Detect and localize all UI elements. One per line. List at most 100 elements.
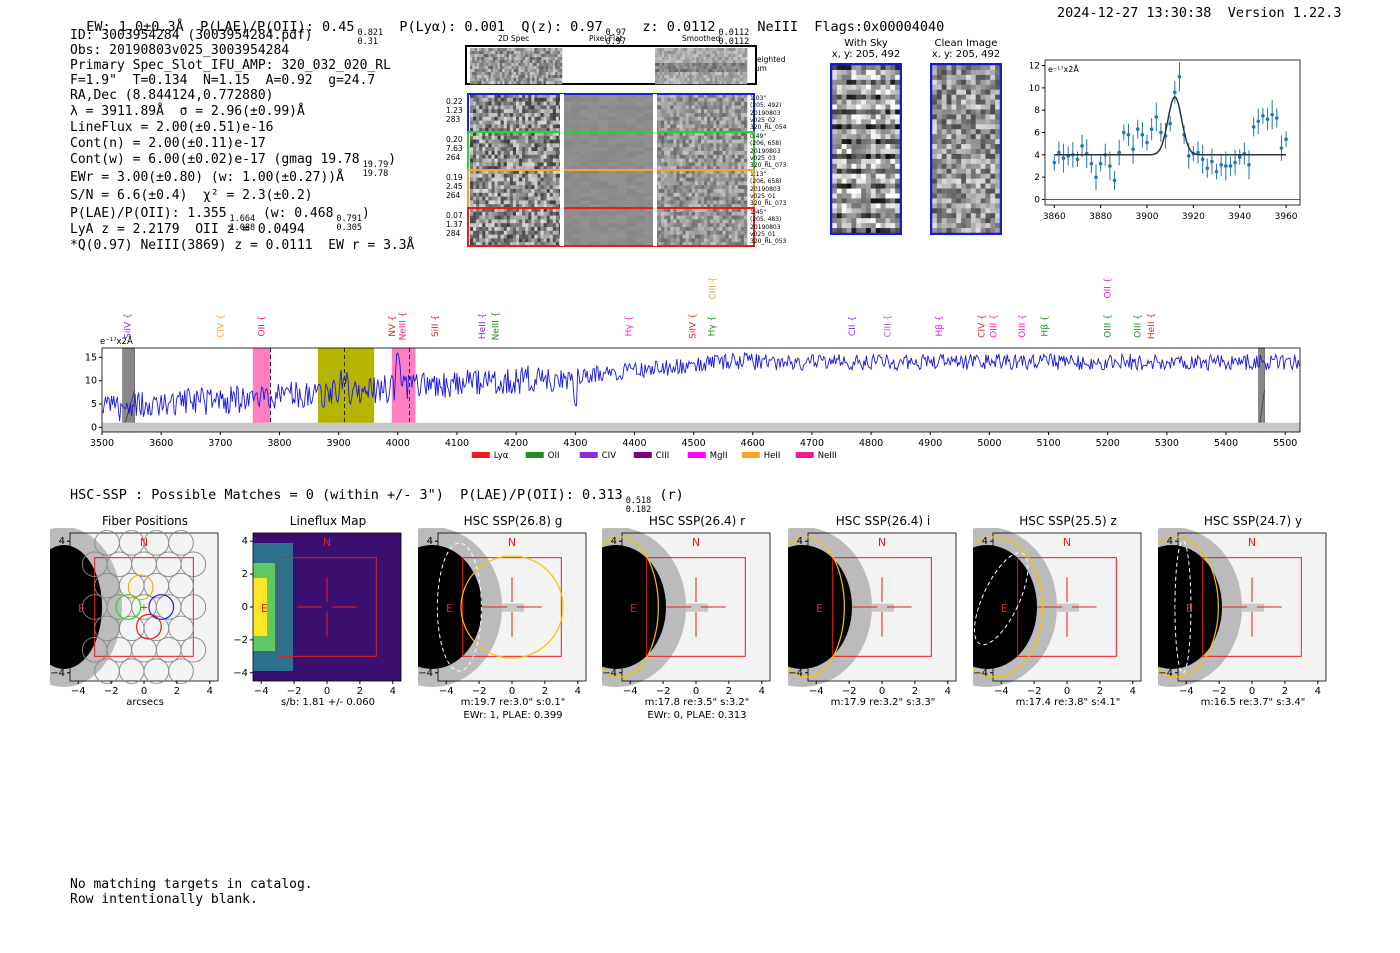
contw-lo: 19.78	[362, 169, 389, 179]
hsc-panel-title: Fiber Positions	[101, 514, 189, 528]
spectrum-xtick-label: 4700	[800, 438, 824, 449]
plae2-hi: 1.664	[229, 214, 256, 224]
legend-swatch	[471, 452, 490, 458]
emission-line-label: OIII {	[990, 314, 1000, 338]
legend-label: HeII	[764, 451, 781, 461]
hsc-panel-image: N E −4 −4 −2 −2 0 0 2 2 4 4	[973, 528, 1142, 697]
spectrum-xtick-label: 3500	[90, 438, 114, 449]
panel-ytick-label: −2	[788, 635, 803, 646]
panel-ytick-label: −4	[418, 668, 433, 679]
hsc-panel-caption: m:16.5 re:3.7" s:3.4"	[1200, 697, 1306, 708]
galaxy-core	[1158, 545, 1222, 669]
cutout-row-right-label: (206, 658)	[750, 140, 782, 148]
panel-xtick-label: −2	[1027, 686, 1042, 697]
fit-point	[1173, 90, 1177, 95]
fiber-circle	[168, 658, 194, 684]
cutout-row-left-label: 0.19	[446, 173, 463, 182]
fit-point	[1196, 150, 1200, 155]
fit-point	[1256, 119, 1261, 124]
panel-ytick-label: 0	[982, 602, 988, 613]
east-label: E	[816, 602, 823, 615]
info-ewr: EWr = 3.00(±0.80) (w: 1.00(±0.27))Å	[70, 170, 344, 185]
east-label: E	[446, 602, 453, 615]
fiber-highlight	[135, 613, 162, 640]
hsc-panel-image: N E −4 −4 −2 −2 0 0 2 2 4 4	[602, 528, 771, 697]
fit-point	[1159, 130, 1163, 135]
panel-ytick-label: −4	[50, 668, 65, 679]
panel-ytick-label: −4	[788, 668, 803, 679]
cutout-row-right-label: 0.49"	[750, 133, 767, 140]
legend-label: CIII	[656, 451, 669, 461]
legend-label: NeIII	[818, 451, 837, 461]
cutout-row-left-label: 0.20	[446, 135, 463, 144]
fit-point	[1205, 166, 1210, 170]
east-label: E	[261, 602, 268, 615]
header-summary: EW: 1.0±0.3Å P(LAE)/P(OII): 0.45 0.821 0.3…	[70, 3, 944, 47]
fit-point	[1261, 113, 1265, 118]
fit-point	[1075, 157, 1080, 162]
search-box	[1202, 557, 1302, 657]
info-obs: Obs: 20190803v025_3003954284	[70, 43, 290, 58]
panel-xtick-label: −4	[623, 686, 638, 697]
info-q: *Q(0.97) NeIII(3869) z = 0.0111 EW r = 3…	[70, 238, 415, 253]
fit-point	[1135, 127, 1140, 131]
fit-point	[1228, 164, 1233, 168]
emission-line-label: Hβ {	[1040, 315, 1050, 336]
legend-swatch	[633, 452, 652, 458]
emission-line-label: Hβ {	[935, 315, 945, 336]
fit-xtick-label: 3920	[1182, 212, 1205, 222]
footer-line-2: Row intentionally blank.	[70, 892, 258, 907]
galaxy-core	[973, 545, 1037, 669]
hsc-panel-image: N E −4 −4 −2 −2 0 0 2 2 4 4	[233, 532, 402, 697]
fit-point	[1080, 144, 1084, 148]
cutout-row-left-label: 264	[446, 153, 461, 162]
fit-ytick-label: 0	[1034, 195, 1040, 205]
search-box	[94, 557, 194, 657]
datetime: 2024-12-27 13:30:38	[1057, 5, 1212, 21]
hsc-panel-caption2: EWr: 0, PLAE: 0.313	[647, 710, 747, 721]
legend-swatch	[795, 452, 814, 458]
plya-summary: P(Lyα): 0.001	[399, 19, 506, 35]
panel-xtick-label: −2	[287, 686, 302, 697]
cutout-row-right-label: (205, 492)	[750, 102, 782, 110]
panel-xtick-label: 4	[390, 686, 396, 697]
clean-title: Clean Image	[934, 38, 998, 49]
fiber-circle	[168, 572, 194, 599]
panel-ytick-label: −4	[233, 668, 248, 679]
spectrum-ytick-label: 10	[85, 376, 97, 387]
masked-region	[122, 347, 135, 433]
spectrum-xtick-label: 4300	[563, 438, 587, 449]
fit-model-line	[1054, 95, 1287, 156]
panel-xtick-label: 0	[879, 686, 885, 697]
fiber-circle	[168, 530, 194, 556]
spectrum-xtick-label: 5300	[1155, 438, 1179, 449]
line-name: NeIII	[757, 19, 798, 35]
panel-ytick-label: 0	[427, 602, 433, 613]
north-label: N	[878, 536, 886, 549]
spectrum-ylabel: e⁻¹⁷x2Å	[100, 335, 133, 347]
panel-ytick-label: −2	[973, 635, 988, 646]
panel-xtick-label: −4	[71, 686, 86, 697]
fit-point	[1145, 140, 1149, 145]
cutout-row-left-label: 7.63	[446, 144, 463, 153]
fiber-circle	[168, 615, 194, 642]
panel-xtick-label: 2	[1282, 686, 1288, 697]
panel-ytick-label: −4	[1158, 668, 1173, 679]
qz-summary: Q(z): 0.97	[521, 19, 603, 35]
emission-line-label: CII {	[848, 316, 858, 336]
fit-ylabel: e⁻¹⁷x2Å	[1048, 63, 1079, 74]
hsc-panel-title: HSC SSP(26.8) g	[463, 514, 563, 528]
legend-label: MgII	[710, 451, 728, 461]
fit-point	[1265, 117, 1270, 121]
footer-line-1: No matching targets in catalog.	[70, 877, 313, 892]
fit-point	[1112, 178, 1117, 183]
fit-point	[1275, 116, 1279, 120]
aperture-ellipse	[460, 555, 564, 659]
spectrum-xtick-label: 5500	[1273, 438, 1297, 449]
hsc-panel-image: + N E −4 −4 −2 −2 0 0 2 2 4 4	[50, 528, 219, 697]
spectrum-xtick-label: 4200	[504, 438, 528, 449]
fit-point	[1140, 132, 1145, 137]
cutout-row-right-label: (205, 483)	[750, 216, 782, 224]
version: Version 1.22.3	[1227, 5, 1342, 21]
emission-line-label: CIV {	[216, 314, 226, 338]
